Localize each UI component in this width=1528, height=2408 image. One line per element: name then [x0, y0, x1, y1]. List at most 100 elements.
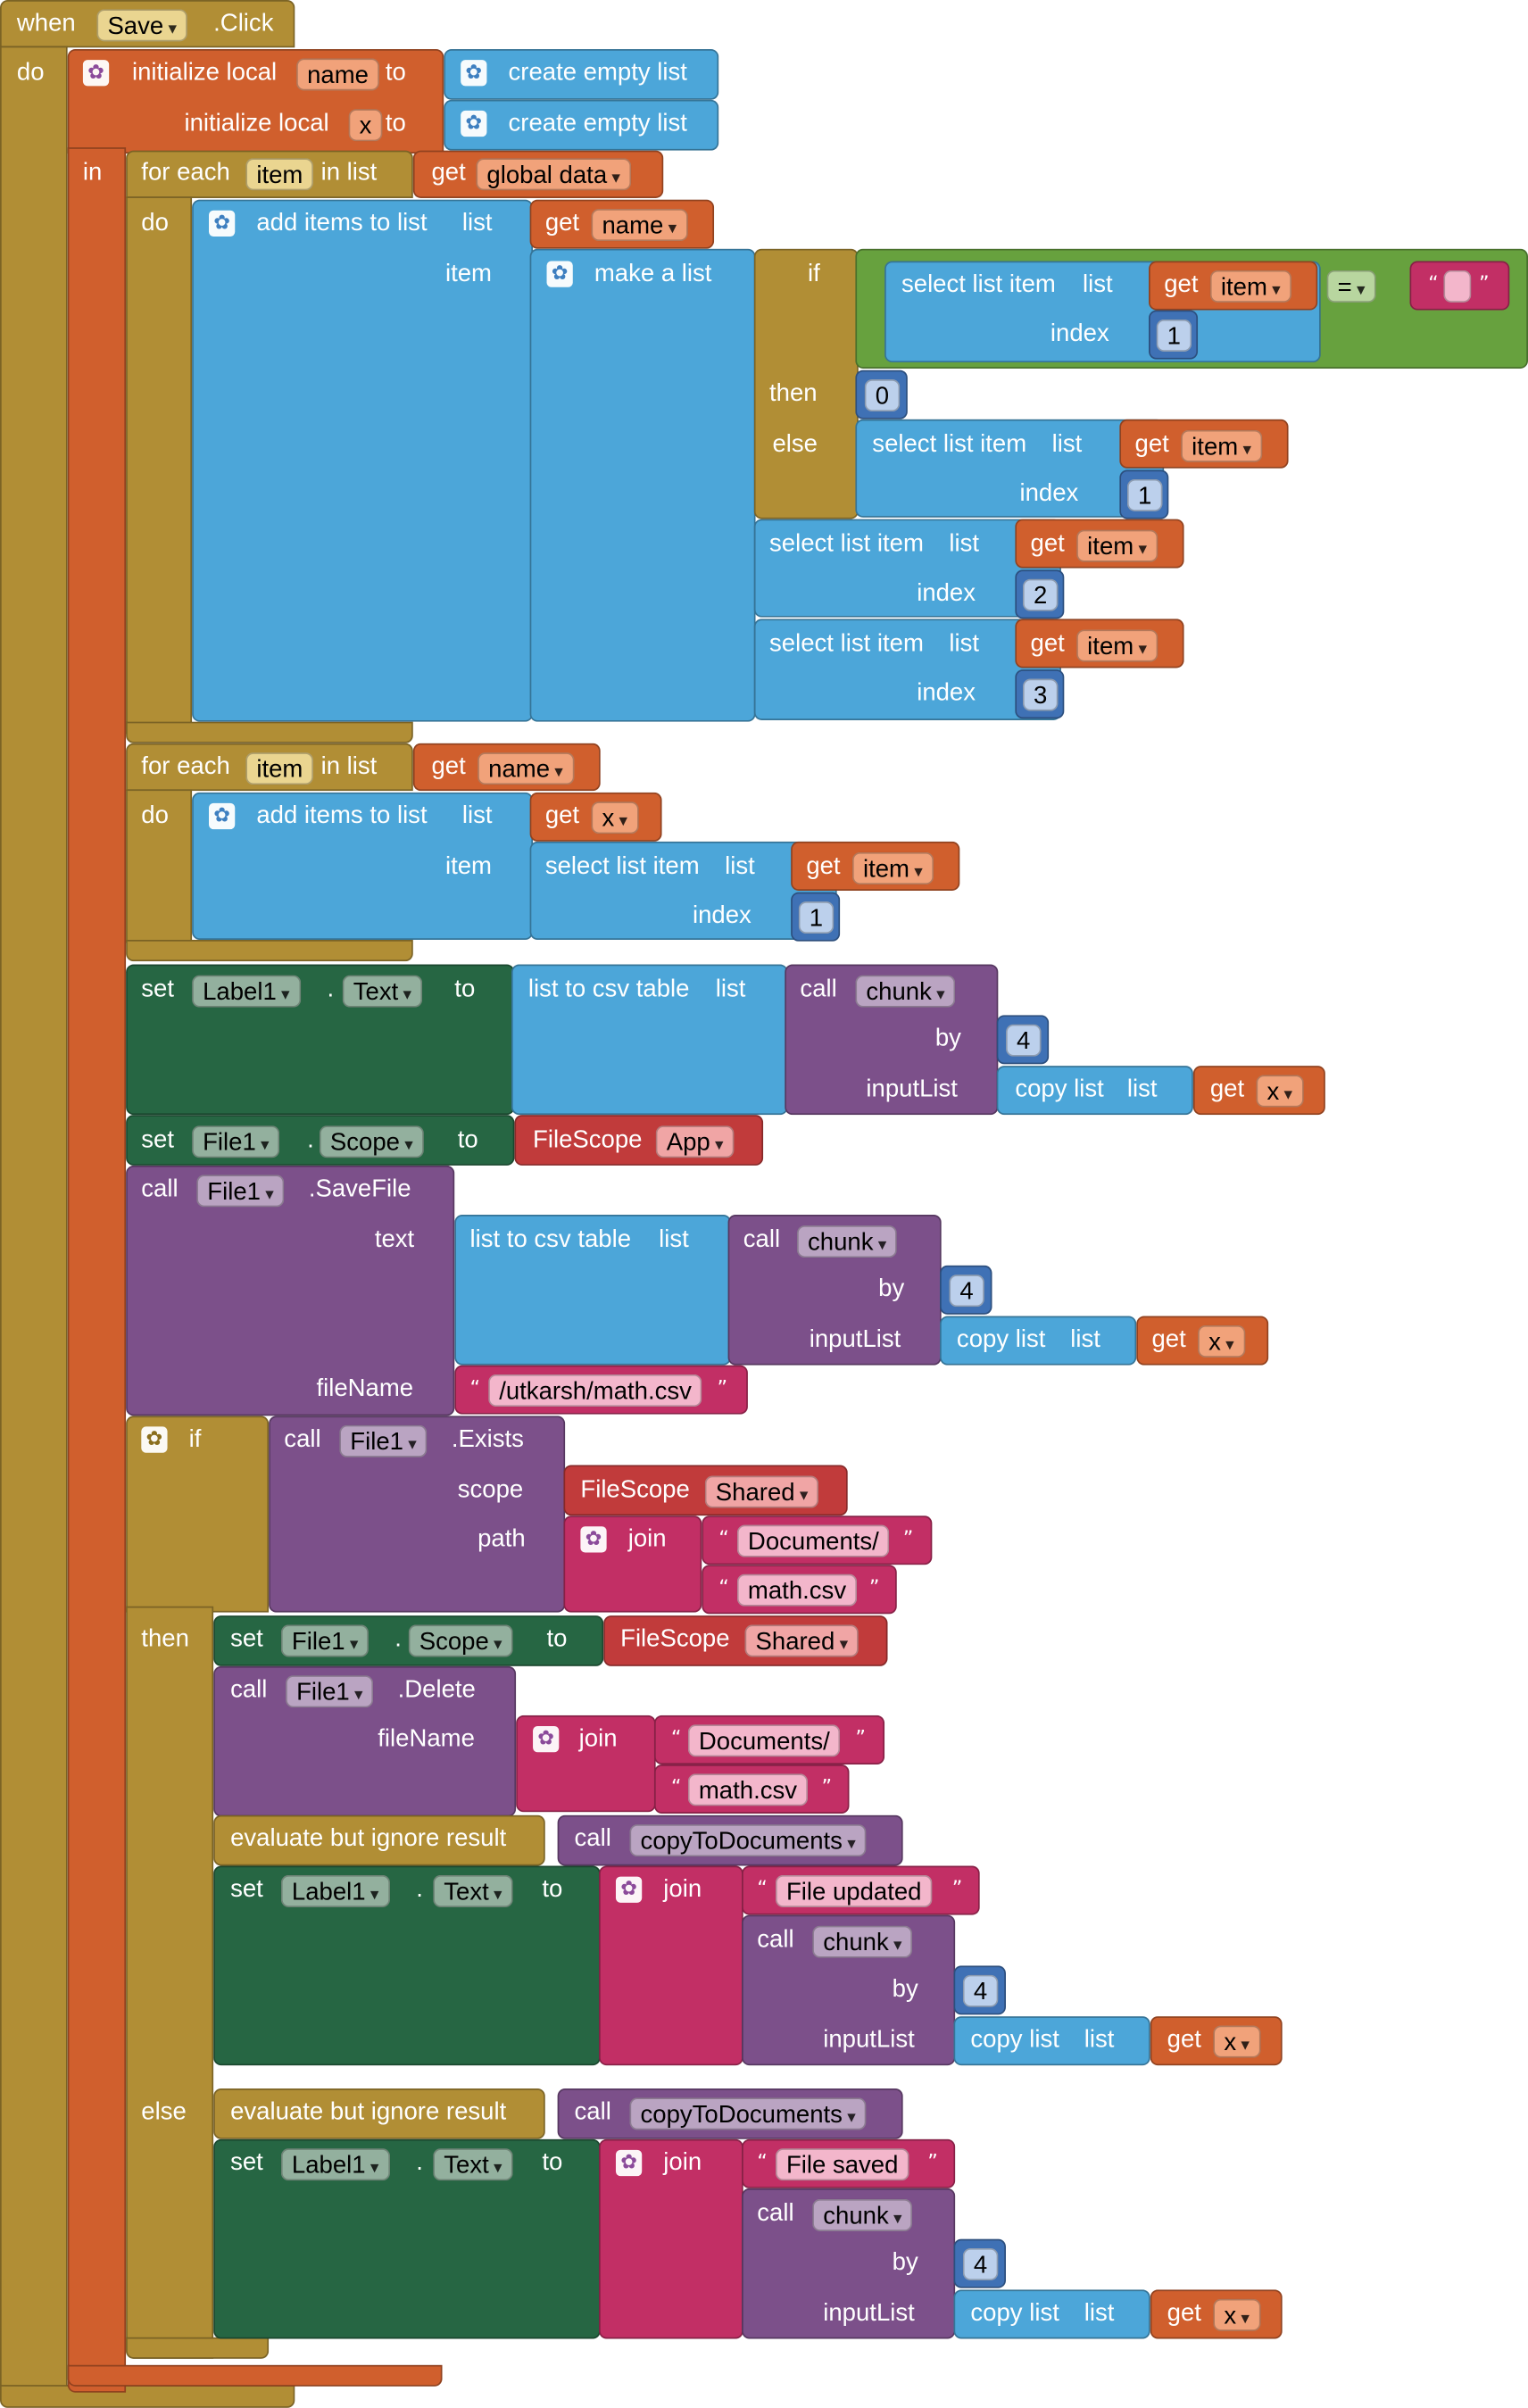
component-dropdown-save[interactable]: Save: [96, 9, 187, 42]
number-field[interactable]: 1: [1126, 478, 1163, 511]
component-dropdown-file1[interactable]: File1: [286, 1675, 374, 1708]
filepath-string-field[interactable]: /utkarsh/math.csv: [488, 1374, 702, 1407]
mutator-gear-icon[interactable]: ✿: [82, 60, 110, 87]
evaluate-ignore-block[interactable]: [213, 2088, 545, 2139]
mutator-gear-icon[interactable]: ✿: [615, 1876, 643, 1903]
set-label-text-block[interactable]: [213, 2138, 601, 2339]
in-list-label: in list: [320, 159, 378, 187]
add-items-block-1[interactable]: [192, 199, 534, 722]
copy-list-block[interactable]: [996, 1066, 1193, 1116]
list-to-csv-block[interactable]: [511, 964, 788, 1116]
create-empty-list-label: create empty list: [508, 110, 687, 137]
var-dropdown-x[interactable]: x: [1198, 1324, 1245, 1358]
filescope-dropdown-shared[interactable]: Shared: [704, 1475, 819, 1508]
loop-var-item[interactable]: item: [245, 752, 314, 785]
number-field[interactable]: 1: [1156, 319, 1192, 353]
procedure-dropdown-copytodocuments[interactable]: copyToDocuments: [629, 1824, 867, 1857]
then-label: then: [141, 1626, 189, 1653]
create-empty-list-block-1[interactable]: [444, 49, 719, 100]
var-dropdown-item[interactable]: item: [1076, 629, 1158, 662]
call-savefile-block[interactable]: [126, 1165, 455, 1416]
var-dropdown-item[interactable]: item: [851, 851, 934, 885]
component-dropdown-file1[interactable]: File1: [280, 1624, 370, 1657]
component-dropdown-label1[interactable]: Label1: [192, 975, 301, 1008]
empty-string-field[interactable]: [1443, 270, 1472, 303]
mutator-gear-icon[interactable]: ✿: [209, 210, 236, 237]
select-list-item-block[interactable]: [753, 619, 1061, 720]
number-field[interactable]: 0: [864, 378, 901, 412]
var-dropdown-x[interactable]: x: [1213, 2298, 1260, 2331]
set-file-scope-block[interactable]: [126, 1115, 515, 1166]
string-field-documents[interactable]: Documents/: [736, 1524, 890, 1557]
close-quote-icon: ”: [902, 1527, 914, 1551]
property-dropdown-text[interactable]: Text: [342, 975, 423, 1008]
compare-op-dropdown[interactable]: =: [1326, 270, 1376, 303]
var-dropdown-name[interactable]: name: [591, 209, 688, 242]
number-field[interactable]: 2: [1022, 578, 1059, 611]
close-quote-icon: ”: [951, 1878, 963, 1902]
string-field-file-updated[interactable]: File updated: [775, 1874, 933, 1907]
mutator-gear-icon[interactable]: ✿: [141, 1426, 168, 1453]
var-dropdown-x[interactable]: x: [1213, 2025, 1260, 2058]
string-field-documents[interactable]: Documents/: [687, 1724, 841, 1757]
global-data-dropdown[interactable]: global data: [476, 158, 631, 191]
string-field-file-saved[interactable]: File saved: [775, 2148, 909, 2181]
property-dropdown-text[interactable]: Text: [433, 2148, 513, 2181]
make-a-list-block[interactable]: [529, 248, 756, 722]
select-list-item-block[interactable]: [529, 841, 837, 941]
var-dropdown-item[interactable]: item: [1181, 429, 1263, 462]
component-dropdown-file1[interactable]: File1: [196, 1175, 285, 1208]
get-label: get: [1209, 1076, 1245, 1103]
number-field[interactable]: 4: [962, 2247, 999, 2281]
mutator-gear-icon[interactable]: ✿: [615, 2149, 643, 2177]
index-label: index: [1050, 320, 1109, 347]
procedure-dropdown-chunk[interactable]: chunk: [812, 2198, 913, 2232]
loop-var-item[interactable]: item: [245, 158, 314, 191]
var-dropdown-x[interactable]: x: [591, 801, 639, 834]
filescope-dropdown-shared[interactable]: Shared: [744, 1624, 860, 1657]
select-list-item-block[interactable]: [753, 519, 1061, 618]
procedure-dropdown-chunk[interactable]: chunk: [812, 1925, 913, 1958]
set-label-text-block[interactable]: [213, 1865, 601, 2066]
add-items-block-2[interactable]: [192, 792, 534, 941]
number-field[interactable]: 4: [962, 1974, 999, 2007]
mutator-gear-icon[interactable]: ✿: [461, 60, 487, 87]
component-dropdown-file1[interactable]: File1: [339, 1424, 428, 1457]
mutator-gear-icon[interactable]: ✿: [533, 1725, 560, 1753]
procedure-dropdown-chunk[interactable]: chunk: [796, 1225, 898, 1258]
property-dropdown-scope[interactable]: Scope: [408, 1624, 513, 1657]
evaluate-ignore-block[interactable]: [213, 1814, 545, 1866]
var-dropdown-item[interactable]: item: [1209, 270, 1291, 303]
property-dropdown-text[interactable]: Text: [433, 1874, 513, 1907]
mutator-gear-icon[interactable]: ✿: [209, 802, 236, 830]
copy-list-block[interactable]: [940, 1316, 1137, 1366]
var-dropdown-x[interactable]: x: [1256, 1075, 1304, 1108]
var-name-field[interactable]: name: [296, 58, 380, 91]
mutator-gear-icon[interactable]: ✿: [580, 1526, 607, 1553]
copy-list-block[interactable]: [953, 2289, 1150, 2339]
number-field[interactable]: 4: [1005, 1024, 1042, 1057]
component-dropdown-label1[interactable]: Label1: [280, 1874, 390, 1907]
var-x-field[interactable]: x: [348, 109, 383, 142]
number-field[interactable]: 4: [949, 1275, 984, 1308]
select-list-item-block[interactable]: [855, 419, 1165, 518]
number-field[interactable]: 3: [1022, 678, 1059, 711]
var-dropdown-name[interactable]: name: [478, 752, 574, 785]
copy-list-block[interactable]: [953, 2016, 1150, 2066]
property-dropdown-scope[interactable]: Scope: [319, 1125, 424, 1158]
string-field-mathcsv[interactable]: math.csv: [687, 1773, 809, 1806]
component-dropdown-file1[interactable]: File1: [192, 1125, 280, 1158]
filescope-dropdown-app[interactable]: App: [655, 1125, 735, 1158]
mutator-gear-icon[interactable]: ✿: [546, 261, 573, 287]
string-field-mathcsv[interactable]: math.csv: [736, 1574, 858, 1607]
get-x-block[interactable]: [1150, 2289, 1283, 2339]
create-empty-list-block-2[interactable]: [444, 99, 719, 151]
procedure-dropdown-chunk[interactable]: chunk: [855, 975, 956, 1008]
component-dropdown-label1[interactable]: Label1: [280, 2148, 390, 2181]
list-to-csv-block[interactable]: [454, 1214, 732, 1366]
var-dropdown-item[interactable]: item: [1076, 529, 1158, 562]
number-field[interactable]: 1: [798, 901, 835, 934]
mutator-gear-icon[interactable]: ✿: [461, 110, 487, 137]
if-expression-block[interactable]: [753, 248, 859, 519]
procedure-dropdown-copytodocuments[interactable]: copyToDocuments: [629, 2097, 867, 2130]
